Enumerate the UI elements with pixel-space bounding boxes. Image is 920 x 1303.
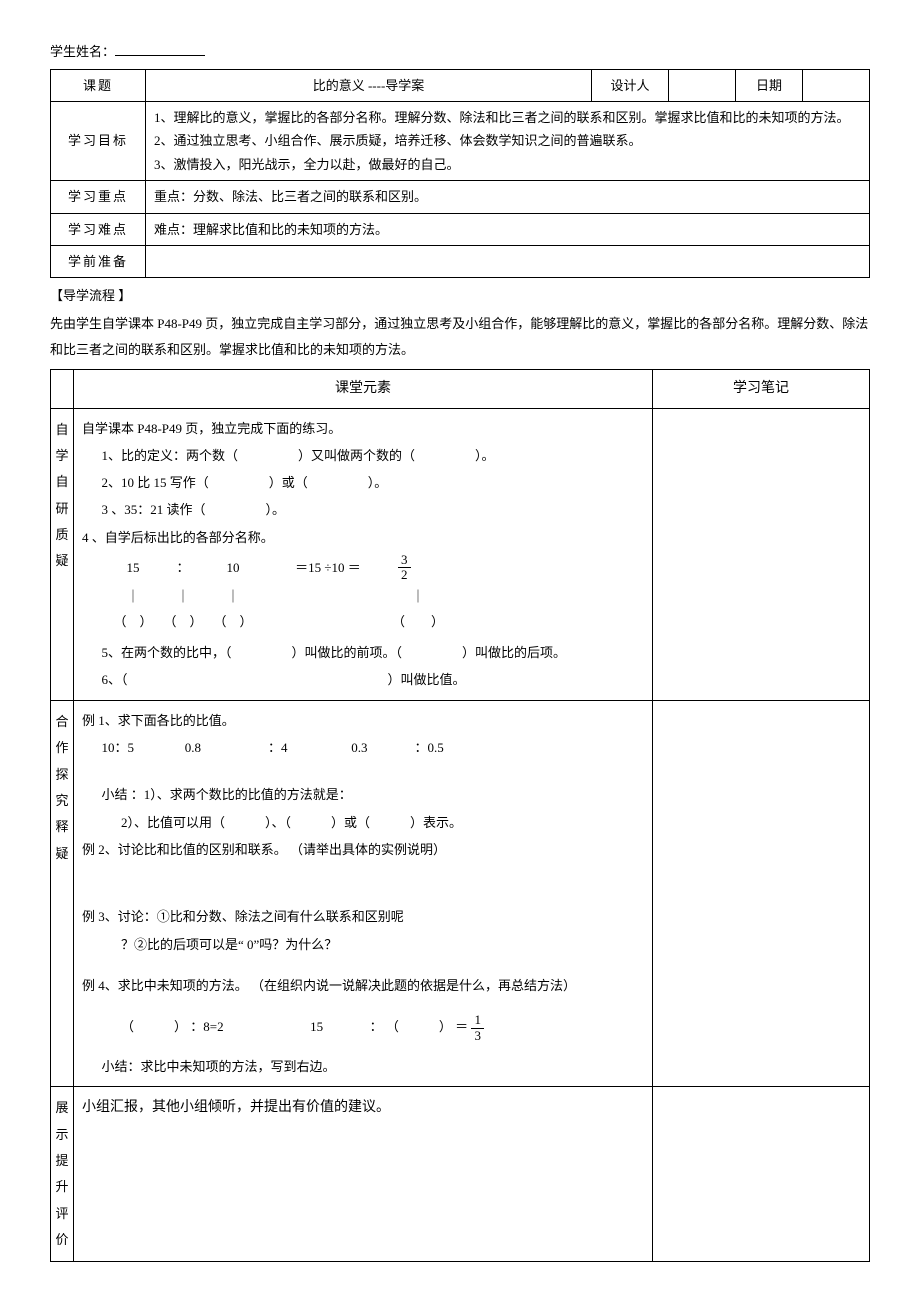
goal-item-2: 2、通过独立思考、小组合作、展示质疑，培养迁移、体会数学知识之间的普遍联系。: [154, 129, 861, 152]
goal-item-3: 3、激情投入，阳光战示，全力以赴，做最好的自己。: [154, 153, 861, 176]
ss-line-3: 3 、35：21 读作（）。: [82, 496, 644, 523]
focus-value: 重点：分数、除法、比三者之间的联系和区别。: [146, 181, 870, 213]
goal-item-1: 1、理解比的意义，掌握比的各部分名称。理解分数、除法和比三者之间的联系和区别。掌…: [154, 106, 861, 129]
coop-ex4: 例 4、求比中未知项的方法。 （在组织内说一说解决此题的依据是什么，再总结方法）: [82, 972, 644, 999]
side-present: 展示提升评价: [51, 1087, 74, 1261]
student-name-row: 学生姓名：: [50, 40, 870, 65]
side-cooperation: 合作探究释疑: [51, 700, 74, 1086]
goals-label: 学习目标: [51, 102, 146, 181]
info-row-topic: 课题 比的意义 ----导学案 设计人 日期: [51, 69, 870, 101]
section-present: 展示提升评价 小组汇报，其他小组倾听，并提出有价值的建议。: [51, 1087, 870, 1261]
info-table: 课题 比的意义 ----导学案 设计人 日期 学习目标 1、理解比的意义，掌握比…: [50, 69, 870, 279]
paren-labels: （ ）（ ）（ ）（ ）: [82, 608, 644, 635]
designer-value[interactable]: [669, 69, 736, 101]
cooperation-content: 例 1、求下面各比的比值。 10：5 0.8 ：4 0.3 ：0.5 小结 ：1…: [74, 700, 653, 1086]
difficulty-label: 学习难点: [51, 213, 146, 245]
section-self-study: 自学自研质疑 自学课本 P48-P49 页，独立完成下面的练习。 1、比的定义：…: [51, 408, 870, 700]
goals-cell: 1、理解比的意义，掌握比的各部分名称。理解分数、除法和比三者之间的联系和区别。掌…: [146, 102, 870, 181]
topic-label: 课题: [51, 69, 146, 101]
info-row-focus: 学习重点 重点：分数、除法、比三者之间的联系和区别。: [51, 181, 870, 213]
ss-line-4: 4 、自学后标出比的各部分名称。: [82, 524, 644, 551]
main-table: 课堂元素 学习笔记 自学自研质疑 自学课本 P48-P49 页，独立完成下面的练…: [50, 369, 870, 1261]
prep-label: 学前准备: [51, 246, 146, 278]
ss-line-6: 6、（）叫做比值。: [82, 666, 644, 693]
ss-line-1: 1、比的定义：两个数（）又叫做两个数的（）。: [82, 442, 644, 469]
topic-value: 比的意义 ----导学案: [146, 69, 592, 101]
focus-label: 学习重点: [51, 181, 146, 213]
ss-line-5: 5、在两个数的比中，（）叫做比的前项。（）叫做比的后项。: [82, 639, 644, 666]
coop-summary1: 小结 ：1）、求两个数比的比值的方法就是：: [82, 781, 644, 808]
coop-ex2: 例 2、讨论比和比值的区别和联系。 （请举出具体的实例说明）: [82, 836, 644, 863]
date-label: 日期: [736, 69, 803, 101]
side-self-study: 自学自研质疑: [51, 408, 74, 700]
info-row-difficulty: 学习难点 难点：理解求比值和比的未知项的方法。: [51, 213, 870, 245]
student-name-label: 学生姓名：: [50, 44, 115, 59]
prep-value[interactable]: [146, 246, 870, 278]
present-text: 小组汇报，其他小组倾听，并提出有价值的建议。: [82, 1093, 644, 1122]
notes-cell-3[interactable]: [653, 1087, 870, 1261]
present-content: 小组汇报，其他小组倾听，并提出有价值的建议。: [74, 1087, 653, 1261]
section-cooperation: 合作探究释疑 例 1、求下面各比的比值。 10：5 0.8 ：4 0.3 ：0.…: [51, 700, 870, 1086]
coop-ex3a: 例 3、讨论：①比和分数、除法之间有什么联系和区别呢: [82, 903, 644, 930]
coop-ex1-row: 10：5 0.8 ：4 0.3 ：0.5: [82, 734, 644, 761]
coop-ex3b: ？②比的后项可以是“ 0”吗？为什么？: [82, 931, 644, 958]
main-header-side: [51, 370, 74, 408]
fraction-1-3: 1 3: [471, 1013, 484, 1043]
tick-marks: ｜｜｜｜: [82, 583, 644, 610]
notes-header: 学习笔记: [653, 370, 870, 408]
coop-ex1: 例 1、求下面各比的比值。: [82, 707, 644, 734]
coop-summary3: 小结：求比中未知项的方法，写到右边。: [82, 1053, 644, 1080]
ss-line-0: 自学课本 P48-P49 页，独立完成下面的练习。: [82, 415, 644, 442]
date-value[interactable]: [803, 69, 870, 101]
self-study-content: 自学课本 P48-P49 页，独立完成下面的练习。 1、比的定义：两个数（）又叫…: [74, 408, 653, 700]
flow-paragraph: 先由学生自学课本 P48-P49 页，独立完成自主学习部分，通过独立思考及小组合…: [50, 311, 870, 363]
ratio-equation: 15 ： 10 ＝15 ÷10 ＝ 3 2: [82, 553, 644, 583]
student-name-blank[interactable]: [115, 42, 205, 56]
ss-line-2: 2、10 比 15 写作（）或（）。: [82, 469, 644, 496]
coop-eq2: （） ：8=2 15 ： （） ＝ 1 3: [82, 1013, 644, 1043]
notes-cell-1[interactable]: [653, 408, 870, 700]
fraction-3-2: 3 2: [398, 553, 411, 583]
elements-header: 课堂元素: [74, 370, 653, 408]
flow-title: 【导学流程 】: [50, 284, 870, 309]
designer-label: 设计人: [592, 69, 669, 101]
info-row-goals: 学习目标 1、理解比的意义，掌握比的各部分名称。理解分数、除法和比三者之间的联系…: [51, 102, 870, 181]
coop-summary2: 2）、比值可以用（）、（）或（）表示。: [82, 809, 644, 836]
notes-cell-2[interactable]: [653, 700, 870, 1086]
main-header-row: 课堂元素 学习笔记: [51, 370, 870, 408]
difficulty-value: 难点：理解求比值和比的未知项的方法。: [146, 213, 870, 245]
info-row-prep: 学前准备: [51, 246, 870, 278]
